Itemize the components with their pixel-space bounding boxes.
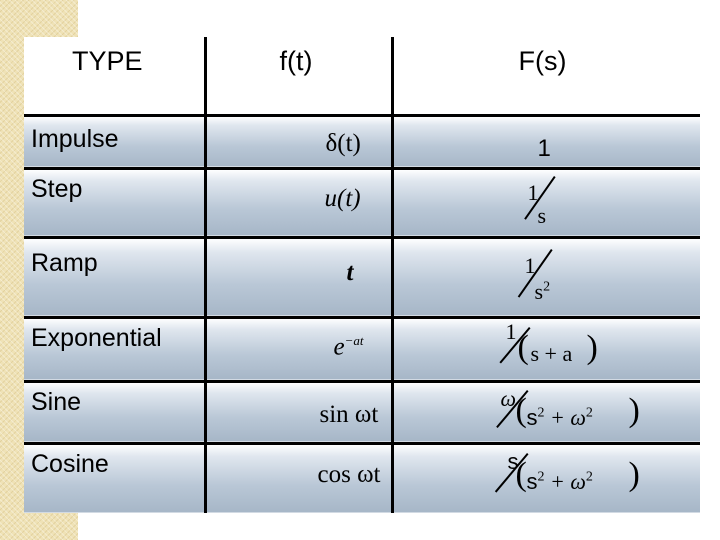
Fs-numerator: 1	[505, 318, 517, 344]
Fs-denominator: s2 + ω2	[526, 404, 593, 430]
header-cell-Fs: F(s)	[392, 37, 700, 117]
ft-cell: e−at	[205, 317, 394, 383]
type-cell: Exponential	[24, 317, 207, 383]
laplace-transform-table: TYPE f(t) F(s) Impulse δ(t) 1 Step u(t) …	[24, 37, 700, 513]
type-label: Cosine	[31, 449, 109, 478]
header-row: TYPE f(t) F(s)	[24, 37, 700, 117]
header-cell-type: TYPE	[24, 37, 207, 117]
Fs-cell: 1	[392, 115, 700, 170]
Fs-cell: 1 s	[392, 168, 700, 239]
type-label: Sine	[31, 387, 82, 416]
table-row: Exponential e−at 1 ( s + a )	[24, 317, 700, 383]
Fs-denominator: s2 + ω2	[526, 468, 593, 494]
type-cell: Impulse	[24, 115, 207, 170]
header-cell-ft: f(t)	[205, 37, 394, 117]
ft-cell: t	[205, 237, 394, 319]
ft-value: u(t)	[324, 184, 361, 212]
Fs-numerator: ω	[500, 385, 517, 411]
ft-cell: u(t)	[205, 168, 394, 239]
type-label: Step	[31, 174, 83, 203]
open-paren: (	[517, 328, 529, 366]
type-cell: Cosine	[24, 443, 207, 513]
ft-cell: δ(t)	[205, 115, 394, 170]
type-label: Exponential	[31, 323, 162, 352]
ft-value: t	[346, 258, 354, 286]
ft-cell: cos ωt	[205, 443, 394, 513]
type-cell: Sine	[24, 381, 207, 445]
Fs-denominator: s	[537, 202, 547, 228]
Fs-denominator: s + a	[530, 340, 573, 366]
ft-value: cos ωt	[317, 460, 381, 488]
Fs-numerator: 1	[524, 252, 536, 278]
table-row: Impulse δ(t) 1	[24, 115, 700, 170]
type-cell: Ramp	[24, 237, 207, 319]
table-row: Step u(t) 1 s	[24, 168, 700, 239]
Fs-numerator: s	[507, 448, 519, 474]
Fs-cell: ω ( s2 + ω2 )	[392, 381, 700, 445]
table-row: Cosine cos ωt s ( s2 + ω2 )	[24, 443, 700, 513]
ft-value: sin ωt	[319, 400, 379, 428]
header-type: TYPE	[72, 46, 143, 76]
ft-value: e−at	[333, 332, 364, 360]
table-row: Ramp t 1 s2	[24, 237, 700, 319]
Fs-cell: 1 ( s + a )	[392, 317, 700, 383]
type-label: Ramp	[31, 248, 98, 277]
close-paren: )	[628, 391, 640, 429]
Fs-cell: 1 s2	[392, 237, 700, 319]
Fs-denominator: s2	[534, 278, 551, 304]
close-paren: )	[586, 328, 598, 366]
open-paren: (	[515, 455, 527, 493]
header-Fs: F(s)	[518, 46, 567, 76]
type-label: Impulse	[31, 124, 119, 153]
close-paren: )	[628, 455, 640, 493]
type-cell: Step	[24, 168, 207, 239]
ft-value: δ(t)	[325, 129, 361, 157]
Fs-cell: s ( s2 + ω2 )	[392, 443, 700, 513]
ft-cell: sin ωt	[205, 381, 394, 445]
table-row: Sine sin ωt ω ( s2 + ω2 )	[24, 381, 700, 445]
open-paren: (	[515, 391, 527, 429]
header-ft: f(t)	[279, 46, 313, 76]
Fs-numerator: 1	[527, 179, 539, 205]
Fs-value: 1	[537, 134, 551, 162]
